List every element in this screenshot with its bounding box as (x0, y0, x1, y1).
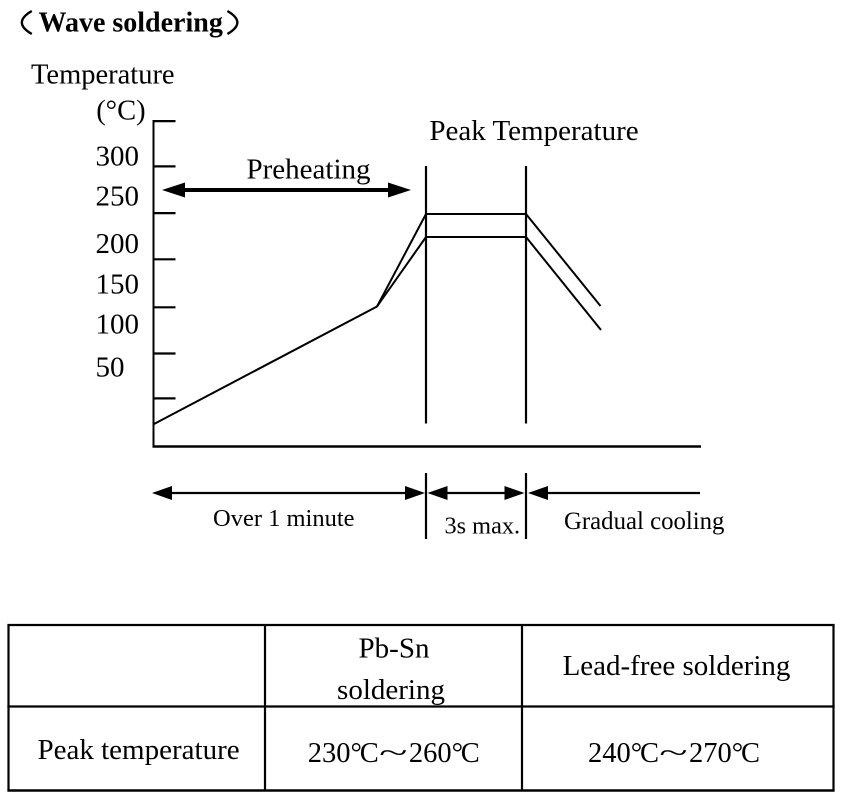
svg-text:270: 270 (689, 738, 732, 769)
svg-text:100: 100 (96, 309, 140, 341)
svg-text:°C: °C (732, 738, 759, 769)
svg-text:Gradual cooling: Gradual cooling (564, 508, 724, 535)
svg-text:Pb-Sn: Pb-Sn (359, 633, 430, 665)
svg-text:°C: °C (351, 738, 378, 769)
svg-text:Over 1 minute: Over 1 minute (213, 505, 355, 532)
svg-text:260: 260 (409, 738, 452, 769)
svg-text:~: ~ (659, 737, 688, 769)
svg-text:°C: °C (631, 738, 658, 769)
svg-text:~: ~ (379, 737, 408, 769)
svg-text:Preheating: Preheating (247, 154, 371, 186)
svg-text:°C: °C (452, 738, 479, 769)
svg-text:(°C): (°C) (96, 96, 145, 127)
svg-text:Temperature: Temperature (31, 60, 175, 91)
svg-text:250: 250 (96, 181, 140, 213)
svg-text:Wave soldering: Wave soldering (39, 8, 223, 39)
svg-text:300: 300 (96, 140, 140, 172)
svg-text:Lead-free soldering: Lead-free soldering (563, 650, 791, 682)
svg-text:3s max.: 3s max. (445, 513, 521, 540)
svg-text:soldering: soldering (337, 674, 445, 706)
svg-text:Peak Temperature: Peak Temperature (429, 115, 638, 147)
svg-text:240: 240 (588, 738, 631, 769)
svg-text:150: 150 (96, 268, 140, 300)
svg-text:Peak temperature: Peak temperature (38, 734, 240, 766)
svg-text:200: 200 (96, 228, 140, 260)
svg-text:230: 230 (308, 738, 351, 769)
svg-text:50: 50 (96, 351, 125, 383)
